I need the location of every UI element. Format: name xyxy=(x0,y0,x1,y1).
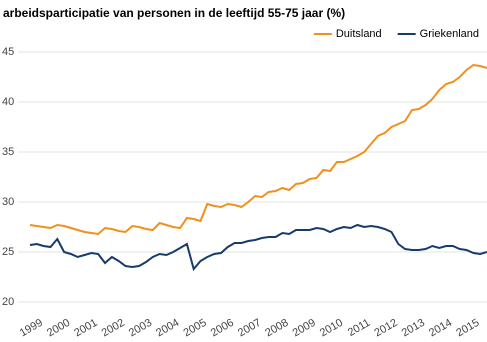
x-tick-label: 2014 xyxy=(427,317,454,340)
x-tick-label: 2002 xyxy=(100,317,127,340)
x-tick-label: 2013 xyxy=(400,317,427,340)
x-tick-label: 2011 xyxy=(346,317,372,339)
chart-title: arbeidsparticipatie van personen in de l… xyxy=(3,6,345,20)
series-line xyxy=(29,63,487,236)
x-tick-label: 2001 xyxy=(72,317,99,340)
x-tick-label: 2012 xyxy=(372,317,399,340)
y-tick-label: 45 xyxy=(2,46,14,58)
y-tick-label: 30 xyxy=(2,196,14,208)
x-tick-label: 2007 xyxy=(236,317,263,340)
x-tick-label: 2015 xyxy=(454,317,481,340)
y-tick-label: 20 xyxy=(2,296,14,308)
y-tick-label: 35 xyxy=(2,146,14,158)
y-tick-label: 40 xyxy=(2,96,14,108)
series-line xyxy=(29,223,487,272)
x-tick-label: 2009 xyxy=(291,317,318,340)
x-tick-label: 2006 xyxy=(209,317,236,340)
legend-label: Griekenland xyxy=(420,28,479,40)
x-tick-label: 2004 xyxy=(154,317,181,340)
legend-label: Duitsland xyxy=(336,28,382,40)
y-tick-label: 25 xyxy=(2,246,14,258)
x-tick-label: 2008 xyxy=(263,317,290,340)
x-tick-label: 2003 xyxy=(127,317,154,340)
x-tick-label: 2000 xyxy=(45,317,72,340)
x-tick-label: 1999 xyxy=(18,317,45,340)
x-tick-label: 2010 xyxy=(318,317,345,340)
x-tick-label: 2005 xyxy=(181,317,208,340)
